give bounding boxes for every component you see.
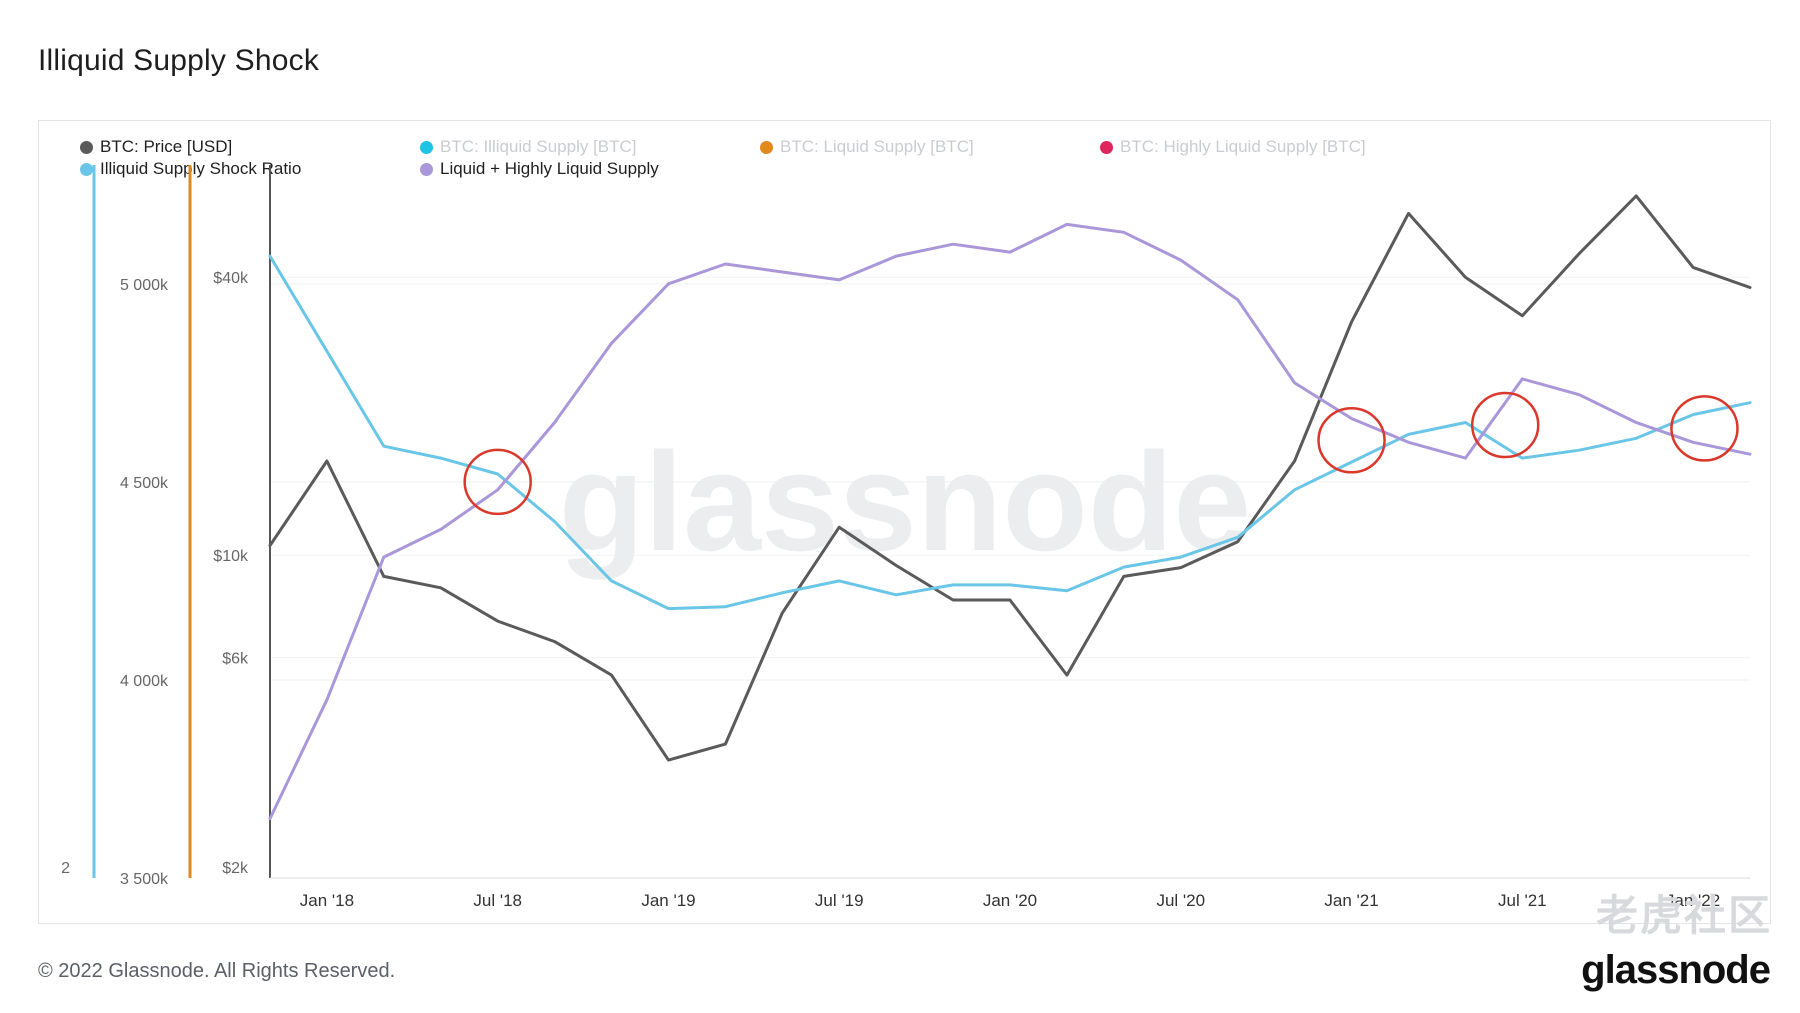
annotation-circle (1670, 395, 1739, 462)
legend-dot-icon (760, 140, 773, 154)
series-line (268, 254, 1752, 611)
x-tick-label: Jul '21 (1498, 891, 1547, 910)
legend-item[interactable]: Liquid + Highly Liquid Supply (420, 159, 659, 179)
price-tick-label: $10k (213, 548, 249, 565)
copyright-footer: © 2022 Glassnode. All Rights Reserved. (38, 960, 396, 982)
supply-tick-label: 5 000k (120, 277, 169, 294)
legend-item[interactable]: BTC: Price [USD] (80, 137, 232, 157)
legend-item[interactable]: BTC: Illiquid Supply [BTC] (420, 137, 637, 157)
legend-dot-icon (80, 140, 93, 154)
x-tick-label: Jan '21 (1324, 891, 1378, 910)
series-line (268, 222, 1752, 821)
legend-dot-icon (1100, 140, 1113, 154)
supply-tick-label: 4 500k (120, 475, 169, 492)
legend-item[interactable]: BTC: Highly Liquid Supply [BTC] (1100, 137, 1366, 157)
x-tick-label: Jan '19 (641, 891, 695, 910)
legend-label: BTC: Price [USD] (100, 137, 233, 156)
x-tick-label: Jan '18 (300, 891, 354, 910)
legend-label: Illiquid Supply Shock Ratio (100, 159, 302, 178)
x-tick-label: Jul '20 (1156, 891, 1205, 910)
legend-label: Liquid + Highly Liquid Supply (440, 159, 659, 178)
price-tick-label: $2k (222, 860, 249, 877)
chart-frame (38, 120, 1771, 924)
legend-dot-icon (80, 162, 93, 176)
legend-label: BTC: Highly Liquid Supply [BTC] (1120, 137, 1366, 156)
legend-item[interactable]: Illiquid Supply Shock Ratio (80, 159, 301, 179)
x-tick-label: Jul '19 (815, 891, 864, 910)
overlay-watermark: 老虎社区 (1595, 892, 1772, 939)
series-line (268, 194, 1752, 762)
annotation-circle (463, 448, 532, 516)
supply-tick-label: 3 500k (120, 871, 169, 888)
legend-dot-icon (420, 140, 433, 154)
x-tick-label: Jan '22 (1666, 891, 1720, 910)
annotation-circle (1470, 391, 1540, 459)
legend-label: BTC: Illiquid Supply [BTC] (440, 137, 637, 156)
x-tick-label: Jan '20 (983, 891, 1037, 910)
price-tick-label: $40k (213, 270, 249, 287)
price-tick-label: $6k (222, 651, 249, 668)
legend-label: BTC: Liquid Supply [BTC] (780, 137, 974, 156)
chart-title: Illiquid Supply Shock (38, 44, 320, 77)
ratio-tick-label: 2 (61, 860, 70, 877)
legend-dot-icon (420, 162, 433, 176)
glassnode-logo: glassnode (1581, 948, 1771, 992)
watermark-glassnode: glassnode (559, 423, 1251, 580)
supply-tick-label: 4 000k (120, 673, 169, 690)
annotation-circle (1317, 407, 1386, 474)
x-tick-label: Jul '18 (473, 891, 522, 910)
legend-item[interactable]: BTC: Liquid Supply [BTC] (760, 137, 974, 157)
